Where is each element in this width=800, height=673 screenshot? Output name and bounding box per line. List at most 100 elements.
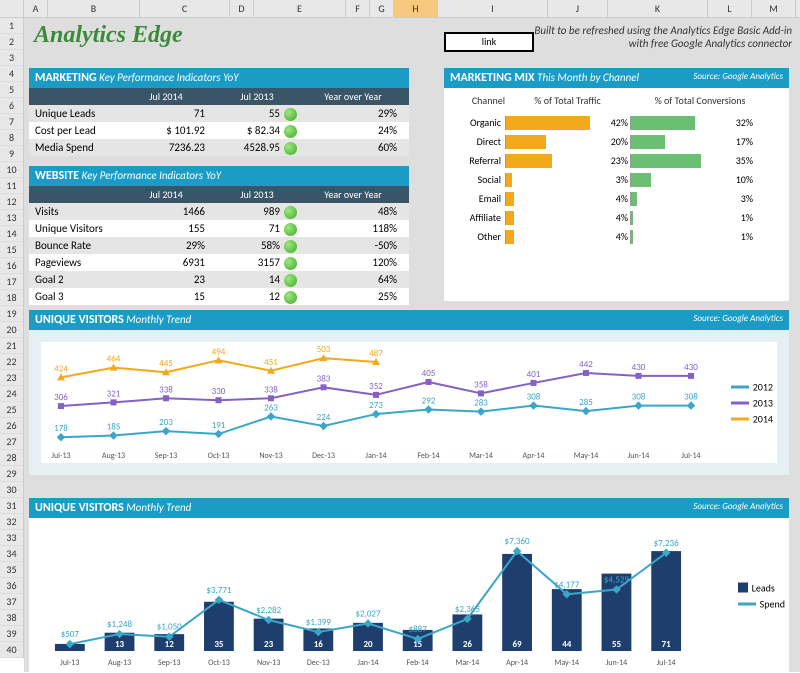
uv-trend-source: Source: Google Analytics xyxy=(693,313,783,324)
uv-trend2-chart: 5131235231620152669445571$507$1,248$1,05… xyxy=(29,518,789,673)
uv-trend2-source: Source: Google Analytics xyxy=(693,501,783,512)
svg-text:$4,177: $4,177 xyxy=(554,579,579,590)
mix-row: Direct 20% 17% xyxy=(450,132,783,151)
svg-text:$2,282: $2,282 xyxy=(256,605,281,616)
legend-leads: Leads xyxy=(752,581,775,594)
svg-text:285: 285 xyxy=(579,397,593,408)
svg-text:35: 35 xyxy=(214,639,224,650)
svg-text:Sep-13: Sep-13 xyxy=(158,658,180,668)
svg-text:$7,360: $7,360 xyxy=(505,536,530,547)
uv-trend2-subtitle: Monthly Trend xyxy=(124,501,192,514)
svg-text:Aug-13: Aug-13 xyxy=(108,658,131,668)
mix-col-channel: Channel xyxy=(450,94,505,107)
svg-text:Sep-13: Sep-13 xyxy=(155,451,177,461)
mix-col-conv: % of Total Conversions xyxy=(630,94,770,107)
table-row: Goal 3151225% xyxy=(29,288,409,305)
svg-text:Jul-13: Jul-13 xyxy=(51,451,70,461)
mix-row: Referral 23% 35% xyxy=(450,151,783,170)
svg-text:503: 503 xyxy=(317,344,331,355)
wcol-jul2014: Jul 2014 xyxy=(121,186,211,203)
svg-text:487: 487 xyxy=(369,348,383,359)
uv-trend2-header: UNIQUE VISITORS Monthly Trend Source: Go… xyxy=(29,498,789,518)
svg-text:$4,529: $4,529 xyxy=(604,575,629,586)
website-kpi-table: WEBSITE Key Performance Indicators YoY J… xyxy=(29,166,409,305)
row-numbers: 1234567891011121314151617181920212223242… xyxy=(0,18,24,658)
svg-text:494: 494 xyxy=(212,346,226,357)
svg-text:Feb-14: Feb-14 xyxy=(417,451,439,461)
uv-trend-subtitle: Monthly Trend xyxy=(124,313,192,326)
svg-text:358: 358 xyxy=(474,379,488,390)
marketing-subheader: Jul 2014 Jul 2013 Year over Year xyxy=(29,88,409,105)
svg-text:Jun-14: Jun-14 xyxy=(606,658,628,668)
table-row: Cost per Lead$ 101.92$ 82.3424% xyxy=(29,122,409,139)
svg-text:Jul-13: Jul-13 xyxy=(60,658,79,668)
mix-header: MARKETING MIX This Month by Channel Sour… xyxy=(444,68,789,88)
svg-text:Jun-14: Jun-14 xyxy=(628,451,650,461)
svg-text:292: 292 xyxy=(422,395,436,406)
table-row: Media Spend7236.234528.9560% xyxy=(29,139,409,156)
svg-text:Feb-14: Feb-14 xyxy=(407,658,429,668)
marketing-mix-panel: MARKETING MIX This Month by Channel Sour… xyxy=(444,68,789,301)
col-jul2014: Jul 2014 xyxy=(121,88,211,105)
website-subtitle: Key Performance Indicators YoY xyxy=(79,169,221,182)
svg-text:224: 224 xyxy=(317,412,331,423)
table-row: Pageviews69313157120% xyxy=(29,254,409,271)
mix-rows: Organic 42% 32%Direct 20% 17%Referral 23… xyxy=(450,113,783,246)
svg-text:338: 338 xyxy=(264,384,278,395)
svg-text:$1,399: $1,399 xyxy=(306,617,331,628)
svg-text:Apr-14: Apr-14 xyxy=(506,658,528,668)
table-row: Visits146698948% xyxy=(29,203,409,220)
col-yoy: Year over Year xyxy=(303,88,403,105)
table-row: Unique Visitors15571118% xyxy=(29,220,409,237)
mix-row: Email 4% 3% xyxy=(450,189,783,208)
svg-text:203: 203 xyxy=(159,417,173,428)
svg-text:$7,236: $7,236 xyxy=(654,538,679,549)
svg-text:$2,365: $2,365 xyxy=(455,604,480,615)
svg-text:330: 330 xyxy=(212,386,226,397)
table-row: Bounce Rate29%58%-50% xyxy=(29,237,409,254)
svg-text:401: 401 xyxy=(527,369,541,380)
svg-text:321: 321 xyxy=(107,388,121,399)
mix-source: Source: Google Analytics xyxy=(693,71,783,82)
col-jul2013: Jul 2013 xyxy=(211,88,303,105)
svg-text:430: 430 xyxy=(684,362,698,373)
svg-text:20: 20 xyxy=(363,639,373,650)
svg-text:451: 451 xyxy=(264,357,278,368)
svg-text:71: 71 xyxy=(662,639,672,650)
svg-text:Apr-14: Apr-14 xyxy=(523,451,545,461)
svg-text:464: 464 xyxy=(107,354,121,365)
svg-text:May-14: May-14 xyxy=(574,451,599,461)
svg-text:Dec-13: Dec-13 xyxy=(312,451,335,461)
uv2-legend: Leads Spend xyxy=(738,578,785,613)
svg-text:Jan-14: Jan-14 xyxy=(357,658,378,668)
link-button[interactable]: link xyxy=(444,32,534,52)
svg-text:44: 44 xyxy=(562,639,572,650)
mix-body: Channel % of Total Traffic % of Total Co… xyxy=(444,88,789,301)
uv-trend-title: UNIQUE VISITORS xyxy=(35,313,124,327)
svg-text:383: 383 xyxy=(317,373,331,384)
svg-text:263: 263 xyxy=(264,403,278,414)
svg-text:338: 338 xyxy=(159,384,173,395)
svg-text:308: 308 xyxy=(632,392,646,403)
svg-text:Mar-14: Mar-14 xyxy=(469,451,493,461)
svg-text:$2,027: $2,027 xyxy=(355,608,380,619)
column-headers: ABCDEFGHIJKLM xyxy=(0,0,800,18)
svg-text:442: 442 xyxy=(579,359,593,370)
svg-text:Jan-14: Jan-14 xyxy=(365,451,386,461)
legend-spend: Spend xyxy=(760,597,785,610)
wcol-yoy: Year over Year xyxy=(303,186,403,203)
table-row: Goal 2231464% xyxy=(29,271,409,288)
mix-col-traffic: % of Total Traffic xyxy=(505,94,630,107)
svg-text:13: 13 xyxy=(115,639,125,650)
uv-trend2-panel: UNIQUE VISITORS Monthly Trend Source: Go… xyxy=(29,498,789,673)
svg-text:Jul-14: Jul-14 xyxy=(681,451,700,461)
uv-trend2-title: UNIQUE VISITORS xyxy=(35,501,124,515)
svg-text:178: 178 xyxy=(54,423,68,434)
svg-text:273: 273 xyxy=(369,400,383,411)
svg-text:430: 430 xyxy=(632,362,646,373)
website-kpi-header: WEBSITE Key Performance Indicators YoY xyxy=(29,166,409,186)
svg-text:445: 445 xyxy=(159,358,173,369)
uv-trend-panel: UNIQUE VISITORS Monthly Trend Source: Go… xyxy=(29,310,789,475)
svg-text:69: 69 xyxy=(513,639,523,650)
marketing-kpi-table: MARKETING Key Performance Indicators YoY… xyxy=(29,68,409,156)
